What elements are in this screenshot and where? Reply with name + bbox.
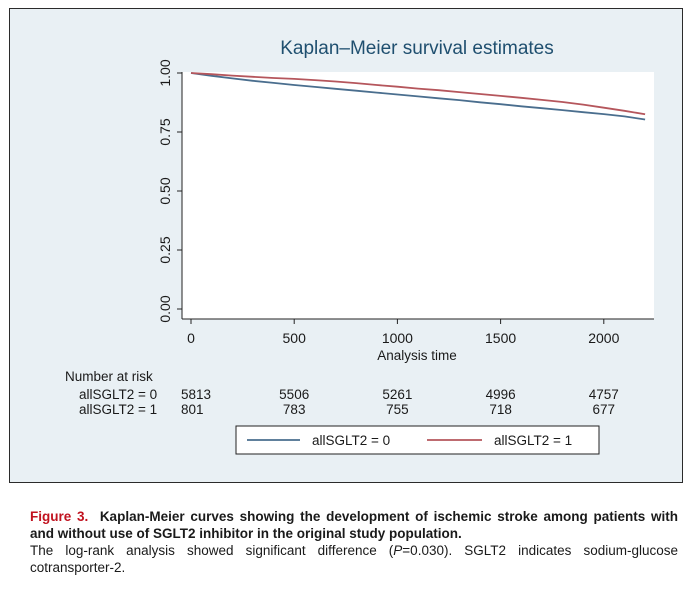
axes: 0 500 1000 1500 2000 0.00 0.25 0.50 0.75 1.00 — [157, 59, 654, 346]
x-tick-label: 500 — [283, 330, 307, 346]
risk-value: 5261 — [382, 387, 412, 402]
figure-label: Figure 3. — [30, 509, 89, 524]
risk-table-title: Number at risk — [65, 369, 153, 384]
x-tick-label: 2000 — [588, 330, 619, 346]
legend-label-0: allSGLT2 = 0 — [312, 433, 390, 448]
risk-value: 4996 — [486, 387, 516, 402]
figure-caption: Figure 3. Kaplan-Meier curves showing th… — [30, 508, 678, 576]
caption-body: The log-rank analysis showed significant… — [30, 542, 678, 576]
y-tick-label: 0.25 — [157, 236, 173, 263]
figure-title: Kaplan-Meier curves showing the developm… — [30, 509, 679, 541]
series-line-0 — [190, 72, 646, 121]
risk-value: 4757 — [589, 387, 619, 402]
risk-table: allSGLT2 = 0 5813 5506 5261 4996 4757 allSGLT2… — [79, 387, 619, 417]
y-tick-label: 0.75 — [157, 118, 173, 145]
risk-value: 718 — [489, 402, 512, 417]
plot-area — [182, 72, 654, 319]
y-tick-label: 1.00 — [157, 59, 173, 86]
legend: allSGLT2 = 0 allSGLT2 = 1 — [235, 425, 600, 455]
risk-value: 5813 — [181, 387, 211, 402]
risk-row-label: allSGLT2 = 1 — [79, 402, 157, 417]
risk-value: 5506 — [279, 387, 309, 402]
caption-body-start: The log-rank analysis showed significant… — [30, 543, 394, 558]
risk-row-label: allSGLT2 = 0 — [79, 387, 157, 402]
x-tick-label: 1500 — [485, 330, 516, 346]
km-chart: Kaplan–Meier survival estimates 0 500 1000… — [65, 38, 654, 455]
plot-background — [182, 72, 654, 319]
caption-p-symbol: P — [393, 543, 403, 558]
series-line-1 — [190, 72, 646, 116]
caption-heading: Figure 3. Kaplan-Meier curves showing th… — [30, 508, 678, 542]
chart-title: Kaplan–Meier survival estimates — [280, 38, 554, 59]
caption-body-end: =0.030). SGLT2 indicates sodium-glucose … — [30, 543, 678, 575]
legend-label-1: allSGLT2 = 1 — [494, 433, 572, 448]
x-axis-label: Analysis time — [377, 348, 457, 363]
y-tick-label: 0.50 — [157, 177, 173, 204]
risk-value: 783 — [283, 402, 306, 417]
risk-value: 801 — [181, 402, 204, 417]
chart-panel: Kaplan–Meier survival estimates 0 500 1000… — [9, 8, 683, 483]
x-tick-label: 0 — [187, 330, 195, 346]
risk-value: 755 — [386, 402, 409, 417]
x-tick-label: 1000 — [382, 330, 413, 346]
risk-value: 677 — [593, 402, 616, 417]
y-tick-label: 0.00 — [157, 295, 173, 322]
survival-curves — [190, 72, 646, 121]
